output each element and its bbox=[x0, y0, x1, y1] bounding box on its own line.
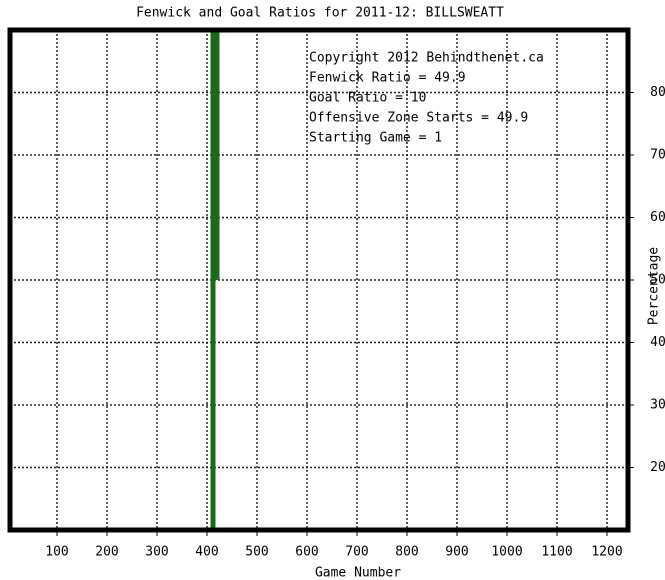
x-tick-label: 700 bbox=[345, 545, 368, 560]
annotation: Copyright 2012 Behindthenet.ca bbox=[309, 51, 544, 66]
x-tick-label: 1100 bbox=[541, 545, 572, 560]
annotation: Fenwick Ratio = 49.9 bbox=[309, 71, 466, 86]
x-tick-label: 600 bbox=[295, 545, 318, 560]
data-line bbox=[210, 27, 220, 530]
y-tick-label: 60 bbox=[650, 210, 665, 225]
y-axis-label: Percentage bbox=[647, 247, 662, 325]
x-tick-label: 1000 bbox=[491, 545, 522, 560]
x-tick-label: 800 bbox=[395, 545, 418, 560]
y-tick-label: 50 bbox=[650, 273, 665, 288]
annotation: Offensive Zone Starts = 49.9 bbox=[309, 111, 528, 126]
y-tick-label: 80 bbox=[650, 85, 665, 100]
x-tick-label: 200 bbox=[95, 545, 118, 560]
x-tick-label: 100 bbox=[45, 545, 68, 560]
y-tick-label: 30 bbox=[650, 398, 665, 413]
x-tick-label: 500 bbox=[245, 545, 268, 560]
plot-border bbox=[7, 27, 631, 533]
chart-title: Fenwick and Goal Ratios for 2011-12: BIL… bbox=[136, 6, 504, 21]
x-tick-label: 1200 bbox=[591, 545, 622, 560]
y-tick-label: 20 bbox=[650, 460, 665, 475]
x-tick-label: 900 bbox=[445, 545, 468, 560]
x-tick-label: 400 bbox=[195, 545, 218, 560]
x-axis-label: Game Number bbox=[315, 566, 401, 580]
y-tick-label: 70 bbox=[650, 148, 665, 163]
x-tick-label: 300 bbox=[145, 545, 168, 560]
annotation: Starting Game = 1 bbox=[309, 131, 442, 146]
annotation: Goal Ratio = 10 bbox=[309, 91, 426, 106]
y-tick-label: 40 bbox=[650, 335, 665, 350]
